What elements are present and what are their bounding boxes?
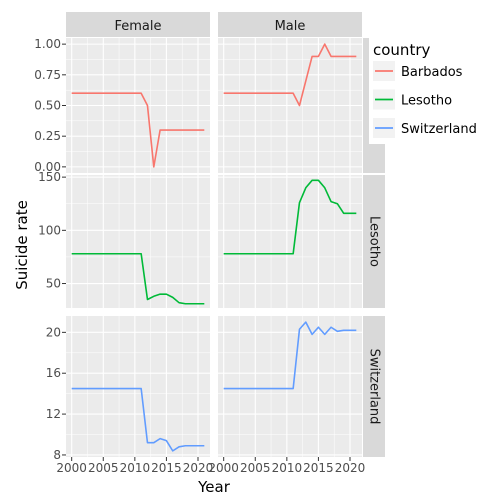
- row-strip-lesotho: [363, 175, 385, 308]
- x-tick-label: 2020: [335, 461, 366, 475]
- panel-barbados-male: [218, 38, 362, 173]
- legend: country Barbados Lesotho Switzerland: [369, 36, 493, 144]
- panel-lesotho-female: [66, 175, 210, 308]
- y-tick-label: 1.00: [34, 37, 61, 51]
- x-axis-title: Year: [197, 478, 231, 496]
- x-tick-label: 2005: [240, 461, 271, 475]
- y-tick-label: 100: [38, 223, 61, 237]
- y-tick-label: 12: [46, 407, 61, 421]
- x-tick-label: 2000: [56, 461, 87, 475]
- legend-items: Barbados Lesotho Switzerland: [373, 61, 477, 138]
- legend-label: Barbados: [401, 65, 463, 80]
- column-strip-label: Male: [275, 19, 306, 34]
- row-strip-label: Switzerland: [367, 349, 382, 425]
- y-tick-label: 0.50: [34, 99, 61, 113]
- panel-switzerland-male: [218, 316, 362, 457]
- legend-label: Switzerland: [401, 122, 477, 137]
- series-line-barbados-female: [71, 92, 205, 168]
- y-tick-label: 0.00: [34, 160, 61, 174]
- legend-label: Lesotho: [401, 94, 452, 109]
- row-strip-switzerland: [363, 316, 385, 457]
- x-tick-label: 2015: [303, 461, 334, 475]
- panel-lesotho-male: [218, 175, 362, 308]
- column-strip-female: [66, 12, 210, 37]
- row-strip-label: Lesotho: [367, 216, 382, 267]
- y-tick-label: 50: [46, 277, 61, 291]
- y-tick-label: 8: [53, 448, 61, 462]
- legend-title: country: [373, 41, 430, 59]
- x-tick-label: 2005: [88, 461, 119, 475]
- panel-barbados-female: [66, 38, 210, 173]
- y-tick-label: 0.25: [34, 129, 61, 143]
- y-axis-title: Suicide rate: [13, 200, 31, 290]
- series-line-switzerland-male: [223, 321, 357, 390]
- panel-background: [66, 175, 210, 308]
- panel-background: [218, 316, 362, 457]
- y-tick-label: 16: [46, 366, 61, 380]
- x-tick-label: 2010: [272, 461, 303, 475]
- series-line-lesotho-female: [71, 252, 205, 305]
- column-strip-label: Female: [114, 19, 161, 34]
- series-line-barbados-male: [223, 43, 357, 107]
- x-tick-label: 2020: [183, 461, 214, 475]
- x-tick-label: 2010: [120, 461, 151, 475]
- panel-background: [66, 316, 210, 457]
- y-tick-label: 150: [38, 170, 61, 184]
- x-tick-label: 2015: [151, 461, 182, 475]
- panel-switzerland-female: [66, 316, 210, 457]
- panel-background: [218, 175, 362, 308]
- column-strip-male: [218, 12, 362, 37]
- x-tick-label: 2000: [208, 461, 239, 475]
- facet-panels: FemaleMaleBarbados0.000.250.500.751.00Le…: [34, 12, 385, 475]
- y-tick-label: 20: [46, 325, 61, 339]
- series-line-switzerland-female: [71, 387, 205, 452]
- series-line-lesotho-male: [223, 179, 357, 255]
- y-tick-label: 0.75: [34, 68, 61, 82]
